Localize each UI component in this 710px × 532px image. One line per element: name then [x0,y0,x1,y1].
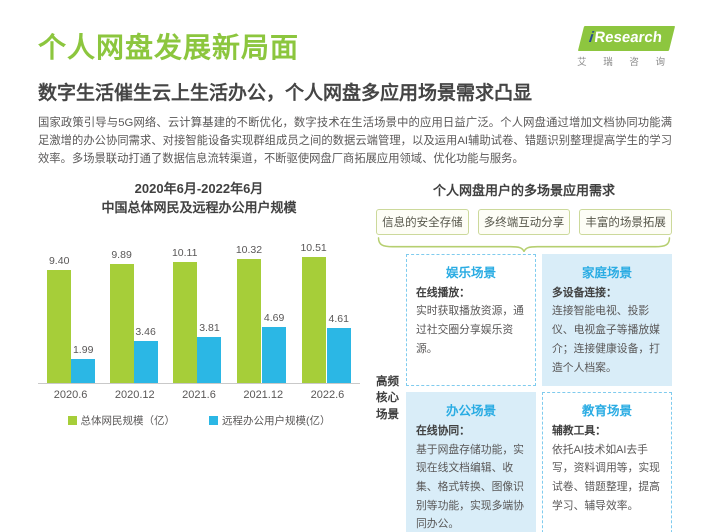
chart-x-axis: 2020.6 2020.12 2021.6 2021.12 2022.6 [38,389,360,401]
x-axis-tick-label: 2021.6 [182,388,216,401]
core-scenarios-band: 高频 核心 场景 娱乐场景 在线播放： 实时获取播放资源，通过社交圈分享娱乐资源。家… [376,254,672,532]
scenario-feature-label: 辅教工具： [552,425,606,438]
bar-value-label: 10.32 [235,244,263,257]
legend-label: 远程办公用户规模(亿） [222,414,331,427]
need-pill: 信息的安全存储 [376,209,469,236]
logo-brand: Research [593,29,664,46]
bar-unit: 9.40 [47,255,72,383]
legend-swatch [209,415,218,425]
legend-item: 远程办公用户规模(亿） [209,413,331,428]
scenario-box: 教育场景辅教工具： 依托AI技术如AI去手写，资料调用等，实现试卷、错题整理，提高… [542,392,672,532]
logo-chinese-name: 艾 瑞 咨 询 [577,57,672,68]
bar-unit: 4.61 [326,312,351,383]
bar-value-label: 10.51 [300,241,327,254]
bar-unit: 10.32 [236,244,262,383]
bar [301,256,326,383]
bar-value-label: 4.69 [263,311,285,324]
bar-unit: 10.51 [300,241,327,383]
scenario-title: 办公场景 [445,404,496,419]
bar-value-label: 9.40 [48,255,70,268]
header: 个人网盘发展新局面 iResearch 艾 瑞 咨 询 [38,26,676,68]
scenario-feature-label: 多设备连接： [552,287,617,300]
bar-group: 9.89 3.46 [109,249,158,383]
legend-label: 总体网民规模（亿） [80,414,176,427]
bar [172,261,197,383]
iresearch-logo-mark: iResearch [578,26,676,51]
x-axis-tick-label: 2022.6 [310,388,345,401]
curly-brace [377,237,671,253]
bar-group: 9.40 1.99 [47,255,96,383]
bar-unit: 3.46 [133,326,158,383]
x-axis-tick-label: 2021.12 [243,388,284,401]
scenario-feature-label: 在线播放： [416,287,470,300]
chart-legend: 总体网民规模（亿） 远程办公用户规模(亿） [38,413,360,428]
scenario-title: 娱乐场景 [445,266,496,281]
bar-group: 10.32 4.69 [236,244,287,383]
need-pill: 多终端互动分享 [477,209,571,236]
legend-swatch [67,415,77,425]
scenario-grid: 娱乐场景 在线播放： 实时获取播放资源，通过社交圈分享娱乐资源。 家庭场景 多设备连接：… [406,254,672,532]
chart-section: 2020年6月-2022年6月 中国总体网民及远程办公用户规模 9.40 1.99… [38,178,360,532]
iresearch-logo: iResearch 艾 瑞 咨 询 [568,26,676,68]
diagram-title: 个人网盘用户的多场景应用需求 [432,183,615,199]
chart-title: 2020年6月-2022年6月 中国总体网民及远程办公用户规模 [101,181,297,216]
bar-group: 10.51 4.61 [300,241,351,383]
bar-unit: 3.81 [197,322,222,383]
bar-unit: 10.11 [171,246,198,383]
bar [47,270,72,383]
bar-unit: 1.99 [71,344,96,383]
need-pills: 信息的安全存储 多终端互动分享 丰富的场景拓展 [376,209,673,236]
need-pill: 丰富的场景拓展 [579,209,673,236]
bar [71,359,96,383]
x-axis-tick-label: 2020.6 [53,388,88,401]
bar [109,264,134,383]
x-axis-tick-label: 2020.12 [114,388,155,401]
scenario-box: 娱乐场景在线播放： 实时获取播放资源，通过社交圈分享娱乐资源。 [406,254,536,387]
bar [236,259,261,383]
bar-unit: 4.69 [262,311,287,383]
scenario-title: 教育场景 [581,404,632,419]
bar-value-label: 4.61 [328,312,349,325]
intro-paragraph: 国家政策引导与5G网络、云计算基建的不断优化，数字技术在生活场景中的应用日益广泛… [38,117,672,166]
bar [326,327,351,383]
bar-group: 10.11 3.81 [172,247,222,383]
scenario-description: 实时获取播放资源，通过社交圈分享娱乐资源。 [416,305,524,355]
page-title: 个人网盘发展新局面 [38,32,300,63]
scenarios-section: 个人网盘用户的多场景应用需求 信息的安全存储 多终端互动分享 丰富的场景拓展 高频 … [360,178,673,532]
scenario-box: 家庭场景多设备连接： 连接智能电视、投影仪、电视盒子等播放媒介；连接健康设备，打造… [542,254,672,387]
scenario-box: 办公场景在线协同： 基于网盘存储功能，实现在线文档编辑、收集、格式转换、图像识别等… [406,392,536,532]
bar [133,341,158,383]
bar-unit: 9.89 [109,249,134,383]
bar-value-label: 3.81 [199,322,220,335]
scenario-feature-label: 在线协同： [416,425,470,438]
bar-value-label: 10.11 [171,246,198,259]
bar-value-label: 9.89 [111,249,132,262]
scenario-description: 连接智能电视、投影仪、电视盒子等播放媒介；连接健康设备，打造个人档案。 [552,305,660,374]
page-subtitle: 数字生活催生云上生活办公，个人网盘多应用场景需求凸显 [38,83,533,104]
bar [197,337,222,383]
main-content: 2020年6月-2022年6月 中国总体网民及远程办公用户规模 9.40 1.99… [38,178,673,532]
bar-value-label: 3.46 [135,326,156,339]
scenario-description: 基于网盘存储功能，实现在线文档编辑、收集、格式转换、图像识别等功能，实现多端协同… [416,443,524,531]
bar-value-label: 1.99 [72,344,94,356]
scenario-title: 家庭场景 [581,266,632,281]
legend-item: 总体网民规模（亿） [67,413,176,428]
bar [262,326,287,383]
bar-chart: 9.40 1.99 9.89 3.46 10.11 3.81 10.32 4.69 10.51 4… [38,226,360,384]
scenario-description: 依托AI技术如AI去手写，资料调用等，实现试卷、错题整理，提高学习、辅导效率。 [552,443,660,512]
core-scenarios-label: 高频 核心 场景 [376,375,399,422]
